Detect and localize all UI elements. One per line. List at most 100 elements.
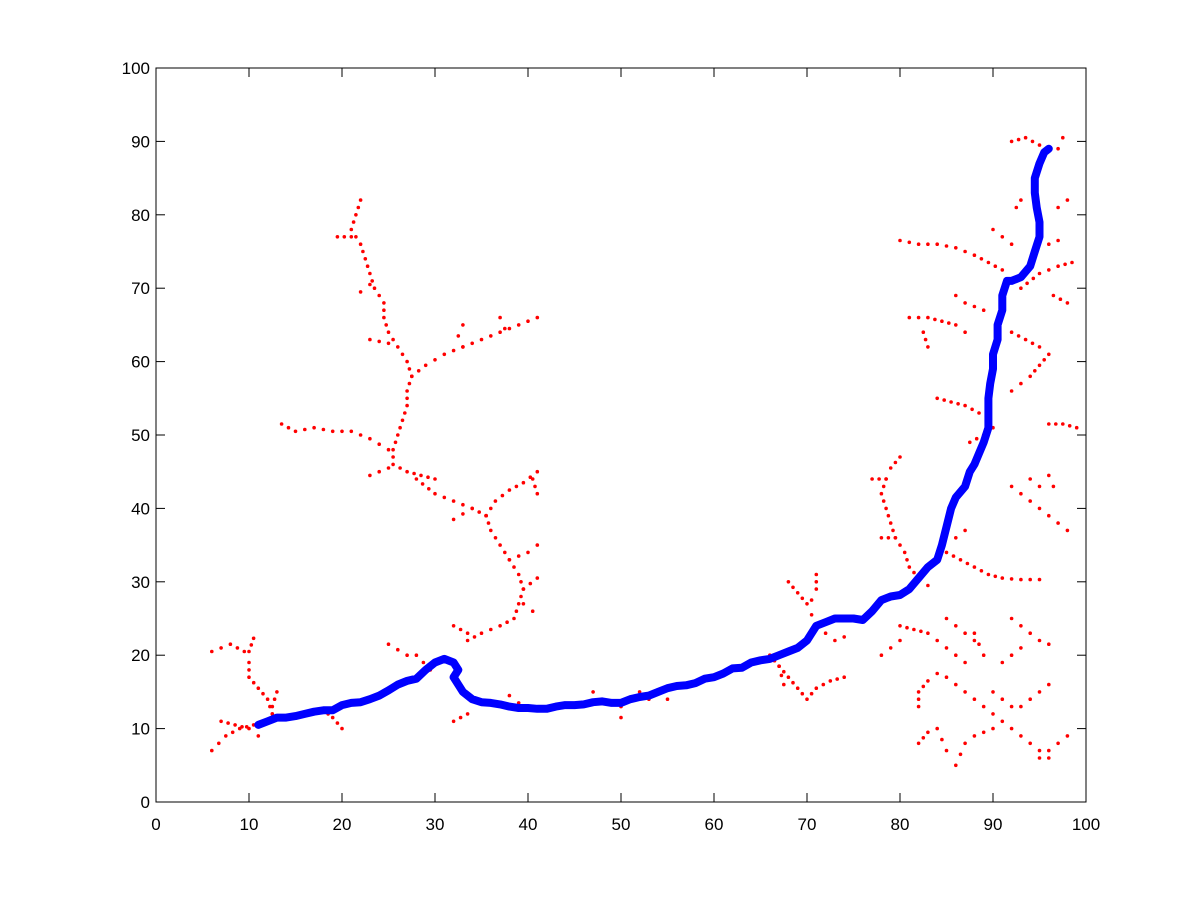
red-dot-point xyxy=(926,730,930,735)
x-tick-label: 90 xyxy=(984,815,1003,834)
red-dot-point xyxy=(1056,521,1060,525)
red-dot-point xyxy=(1009,653,1014,657)
red-dot-point xyxy=(795,591,800,595)
y-tick-label: 50 xyxy=(131,426,150,445)
red-dot-point xyxy=(1009,726,1014,731)
y-tick-label: 10 xyxy=(131,720,150,739)
red-dot-point xyxy=(526,319,530,324)
red-dot-point xyxy=(944,616,949,621)
red-dot-point xyxy=(349,235,354,239)
red-dot-point xyxy=(907,315,912,320)
red-dot-point xyxy=(986,572,991,577)
x-tick-label: 80 xyxy=(891,815,910,834)
red-dot-point xyxy=(368,337,372,342)
red-dot-point xyxy=(398,425,402,430)
red-dot-point xyxy=(800,691,805,696)
red-dot-point xyxy=(898,455,902,459)
red-dot-point xyxy=(954,624,958,628)
red-dot-point xyxy=(805,697,809,701)
red-dot-point xyxy=(944,550,949,555)
red-dot-point xyxy=(1037,363,1042,368)
red-dot-point xyxy=(1009,484,1014,489)
red-dot-point xyxy=(414,477,419,481)
red-dot-point xyxy=(451,348,456,353)
red-dot-point xyxy=(393,440,398,445)
red-dot-point xyxy=(247,660,251,665)
red-dot-point xyxy=(516,602,521,606)
red-dot-point xyxy=(1047,242,1051,246)
red-dot-point xyxy=(879,653,884,657)
red-dot-point xyxy=(210,649,214,654)
red-dot-point xyxy=(786,580,791,584)
red-dot-point xyxy=(489,627,493,632)
red-dot-point xyxy=(398,466,402,470)
y-tick-label: 100 xyxy=(122,59,150,78)
red-dot-point xyxy=(330,429,335,434)
red-dot-point xyxy=(530,477,535,481)
red-dot-point xyxy=(1074,425,1079,430)
red-dot-point xyxy=(507,558,512,562)
axes-background xyxy=(156,68,1086,802)
red-dot-point xyxy=(842,675,846,679)
red-dot-point xyxy=(991,690,995,694)
red-dot-point xyxy=(993,264,998,269)
x-tick-label: 50 xyxy=(612,815,631,834)
red-dot-point xyxy=(907,565,912,569)
red-dot-point xyxy=(877,477,881,481)
red-dot-point xyxy=(933,317,937,322)
x-tick-label: 0 xyxy=(151,815,160,834)
red-dot-point xyxy=(1028,697,1032,701)
red-dot-point xyxy=(886,513,891,518)
red-dot-point xyxy=(261,691,265,696)
red-dot-point xyxy=(486,521,491,525)
red-dot-point xyxy=(1016,334,1021,338)
red-dot-point xyxy=(477,510,482,514)
red-dot-point xyxy=(412,471,416,476)
y-tick-label: 80 xyxy=(131,206,150,225)
red-dot-point xyxy=(512,565,516,569)
red-dot-point xyxy=(442,495,447,500)
red-dot-point xyxy=(814,686,819,690)
red-dot-point xyxy=(1037,756,1042,760)
red-dot-point xyxy=(1009,389,1014,393)
red-dot-point xyxy=(516,323,521,327)
red-dot-point xyxy=(461,345,465,349)
red-dot-point xyxy=(1056,146,1060,151)
y-tick-label: 0 xyxy=(141,793,150,812)
red-dot-point xyxy=(1019,577,1023,582)
red-dot-point xyxy=(954,246,958,250)
red-dot-point xyxy=(1067,424,1072,428)
red-dot-point xyxy=(1070,260,1074,265)
y-tick-label: 20 xyxy=(131,646,150,665)
red-dot-point xyxy=(498,315,502,320)
red-dot-point xyxy=(1047,473,1051,478)
red-dot-point xyxy=(970,407,974,412)
red-dot-point xyxy=(349,429,354,434)
x-tick-label: 40 xyxy=(519,815,538,834)
red-dot-point xyxy=(451,624,456,628)
red-dot-point xyxy=(954,536,958,540)
red-dot-point xyxy=(489,506,493,511)
red-dot-point xyxy=(884,506,888,511)
red-dot-point xyxy=(977,642,981,646)
red-dot-point xyxy=(386,466,391,470)
red-dot-point xyxy=(372,286,377,291)
red-dot-point xyxy=(335,721,340,725)
red-dot-point xyxy=(1009,704,1014,709)
red-dot-point xyxy=(974,436,979,441)
red-dot-point xyxy=(1037,506,1042,511)
red-dot-point xyxy=(270,704,275,709)
red-dot-point xyxy=(461,512,465,516)
red-dot-point xyxy=(377,442,382,447)
red-dot-point xyxy=(340,429,344,434)
red-dot-point xyxy=(377,469,382,474)
red-dot-point xyxy=(224,734,228,738)
x-tick-label: 10 xyxy=(240,815,259,834)
red-dot-point xyxy=(779,673,784,678)
red-dot-point xyxy=(1056,264,1060,269)
red-dot-point xyxy=(498,543,502,547)
red-dot-point xyxy=(926,345,930,349)
red-dot-point xyxy=(809,613,814,617)
red-dot-point xyxy=(535,576,540,580)
red-dot-point xyxy=(893,460,898,465)
